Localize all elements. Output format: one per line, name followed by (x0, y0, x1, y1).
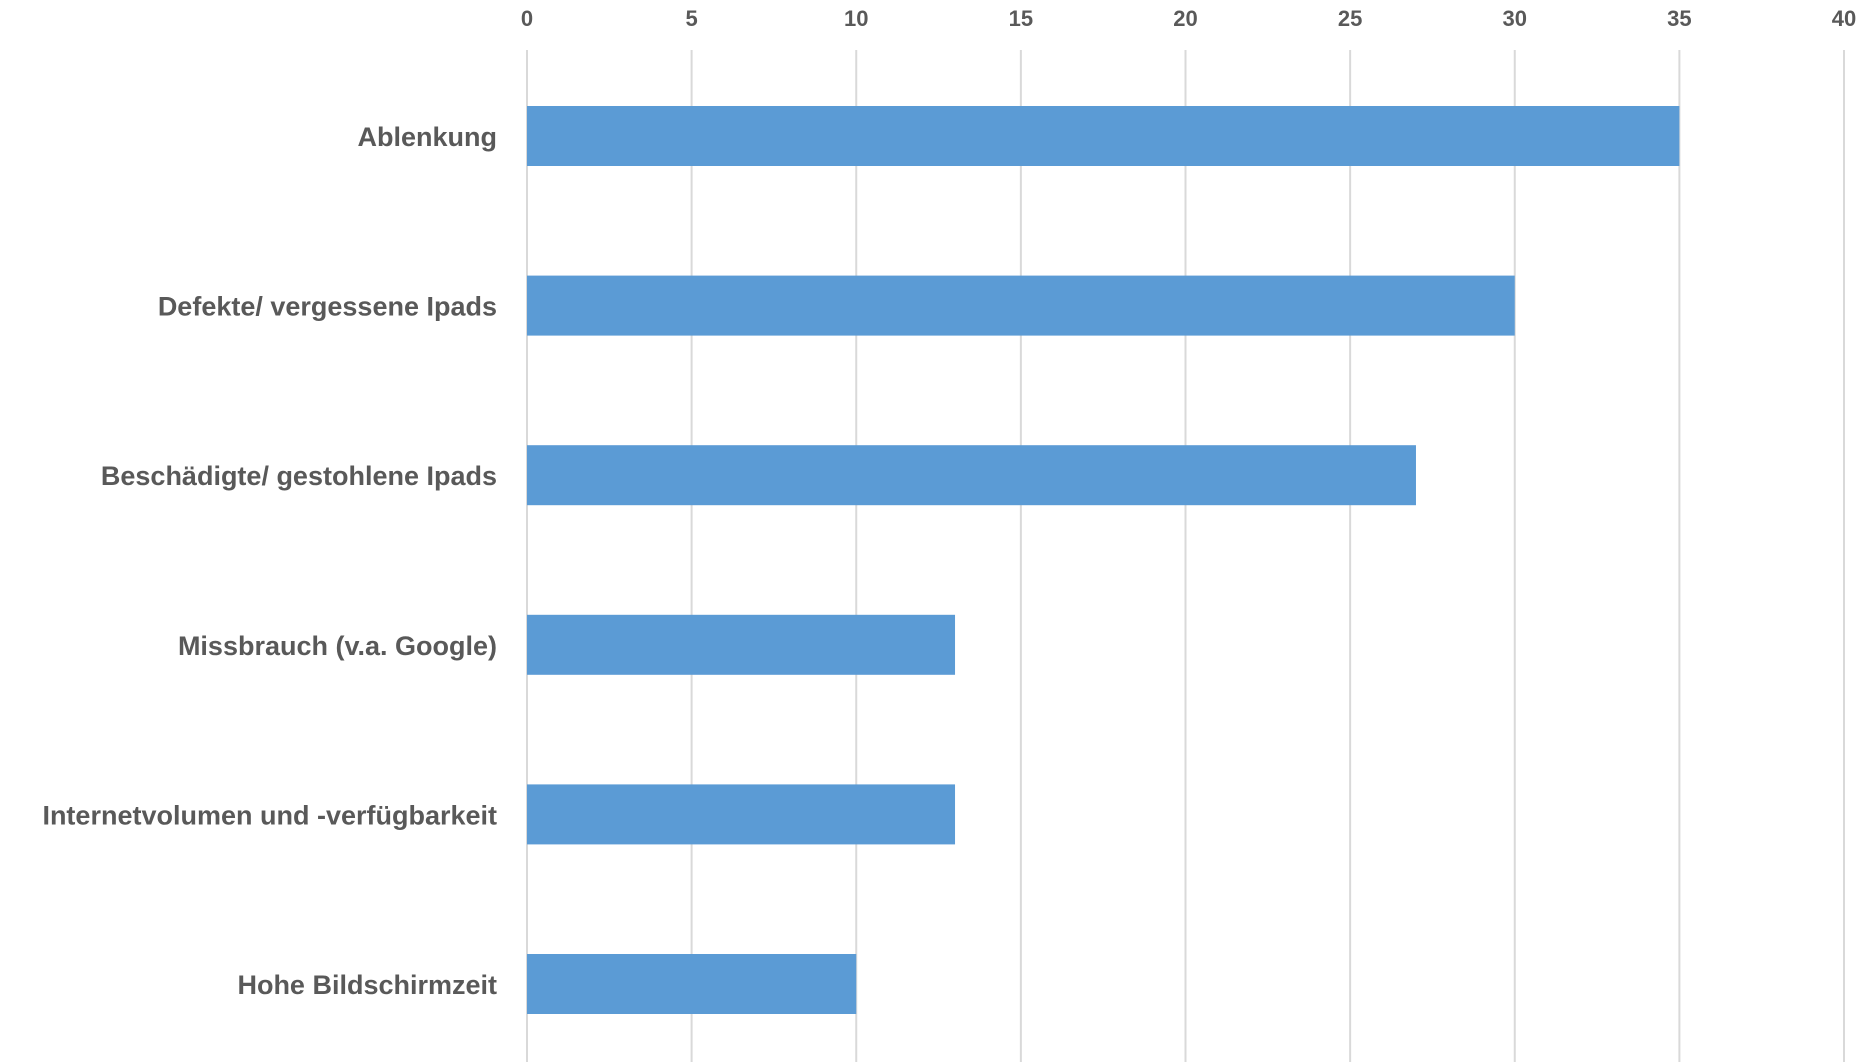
category-labels: Ablenkung Defekte/ vergessene Ipads Beschä… (42, 122, 497, 1000)
x-tick-label: 30 (1503, 6, 1527, 31)
bar (527, 784, 956, 845)
bar (527, 954, 857, 1014)
category-label: Defekte/ vergessene Ipads (158, 292, 497, 322)
x-tick-label: 25 (1338, 6, 1362, 31)
category-label: Ablenkung (358, 122, 498, 152)
x-tick-label: 10 (844, 6, 868, 31)
category-label: Internetvolumen und -verfügbarkeit (42, 800, 497, 830)
x-tick-label: 15 (1009, 6, 1033, 31)
category-label: Beschädigte/ gestohlene Ipads (101, 461, 497, 491)
x-tick-label: 20 (1173, 6, 1197, 31)
bar (527, 275, 1515, 336)
bar (527, 614, 956, 675)
category-label: Hohe Bildschirmzeit (237, 970, 497, 1000)
bars (527, 106, 1680, 1014)
bar (527, 445, 1416, 506)
x-axis-ticks: 0 5 10 15 20 25 30 35 40 (521, 6, 1856, 31)
x-tick-label: 0 (521, 6, 533, 31)
category-label: Missbrauch (v.a. Google) (178, 631, 497, 661)
x-tick-label: 35 (1667, 6, 1691, 31)
x-tick-label: 5 (686, 6, 698, 31)
x-tick-label: 40 (1832, 6, 1856, 31)
gridlines (526, 50, 1845, 1062)
bar (527, 106, 1680, 166)
